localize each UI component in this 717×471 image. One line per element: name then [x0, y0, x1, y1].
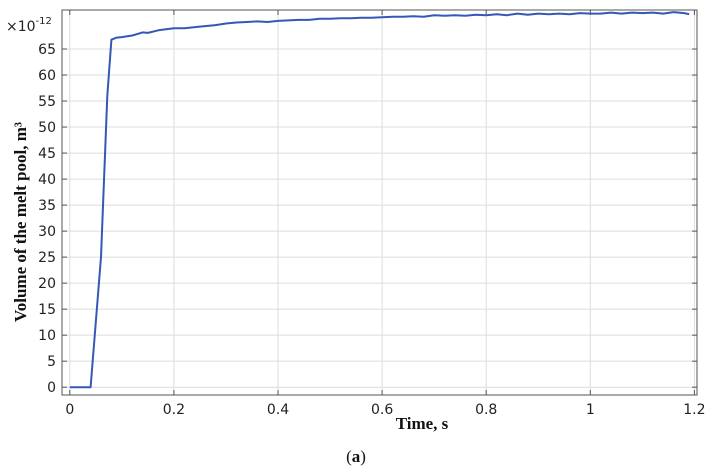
y-tick-label: 30 [38, 224, 56, 240]
x-tick-label: 0.2 [163, 402, 185, 418]
y-tick-label: 5 [47, 354, 56, 370]
y-axis-title: Volume of the melt pool, m³ [11, 122, 30, 322]
caption-letter: a [352, 447, 361, 466]
y-axis-multiplier: ×10-12 [6, 16, 52, 35]
y-tick-label: 40 [38, 172, 56, 188]
axis-ticks [62, 10, 697, 395]
x-tick-label: 0.4 [267, 402, 289, 418]
x-tick-labels: 0 0.2 0.4 0.6 0.8 1 1.2 [65, 402, 705, 418]
series-line [69, 11, 690, 389]
x-axis-title: Time, s [396, 414, 449, 433]
x-tick-label: 1 [586, 402, 595, 418]
y-tick-label: 50 [38, 120, 56, 136]
y-tick-label: 35 [38, 198, 56, 214]
x-tick-label: 0 [65, 402, 74, 418]
y-tick-label: 55 [38, 94, 56, 110]
y-tick-label: 25 [38, 250, 56, 266]
x-tick-label: 0.6 [371, 402, 393, 418]
y-tick-label: 0 [47, 380, 56, 396]
y-multiplier-base: ×10 [6, 19, 36, 35]
grid-lines [62, 10, 697, 395]
y-multiplier-exponent: -12 [36, 16, 52, 27]
y-tick-label: 15 [38, 302, 56, 318]
plot-area-frame [61, 9, 698, 396]
y-tick-label: 20 [38, 276, 56, 292]
figure-caption: (a) [346, 447, 366, 466]
y-tick-label: 60 [38, 68, 56, 84]
data-series [69, 11, 690, 389]
x-tick-label: 0.8 [475, 402, 497, 418]
y-tick-labels: 0 5 10 15 20 25 30 35 40 45 50 55 60 65 [38, 42, 56, 396]
y-tick-label: 10 [38, 328, 56, 344]
x-tick-label: 1.2 [683, 402, 705, 418]
y-tick-label: 65 [38, 42, 56, 58]
y-tick-label: 45 [38, 146, 56, 162]
